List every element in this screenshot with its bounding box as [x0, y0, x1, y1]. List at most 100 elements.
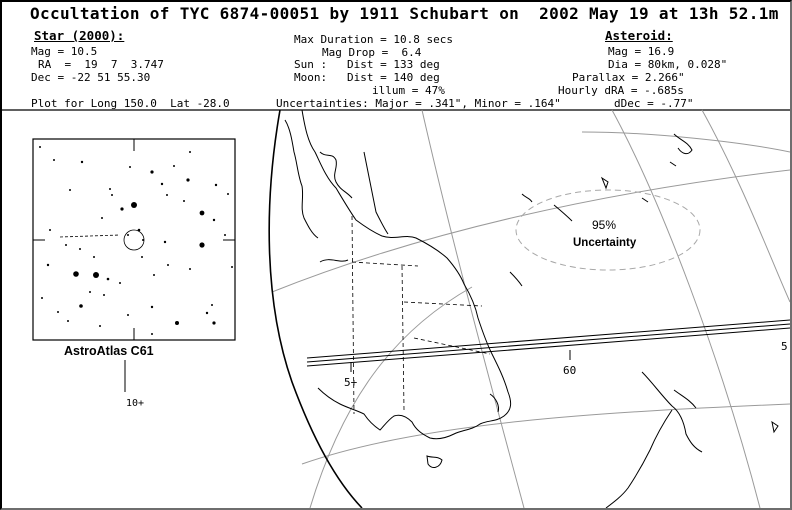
star-dot	[131, 202, 137, 208]
fiji-islands	[673, 133, 693, 155]
coastline	[319, 151, 353, 199]
star-dot	[73, 271, 79, 277]
star-dot	[212, 218, 216, 222]
star-dot	[189, 151, 191, 153]
star-dot	[214, 183, 218, 187]
star-dot	[129, 166, 131, 168]
star-dot	[160, 182, 164, 186]
graticule	[271, 109, 790, 508]
sun-distance: Sun : Dist = 133 deg	[294, 58, 440, 71]
star-dot	[80, 160, 84, 164]
earth-limb	[268, 109, 363, 508]
star-dot	[142, 239, 144, 241]
asteroid-hourly-dra: Hourly dRA = -.685s	[558, 84, 684, 97]
star-dot	[183, 200, 185, 202]
asteroid-diameter: Dia = 80km, 0.028"	[608, 58, 728, 71]
star-dot	[199, 242, 205, 248]
star-dot	[69, 189, 71, 191]
star-dot	[212, 321, 216, 325]
star-dot	[41, 297, 43, 299]
star-dot	[166, 194, 168, 196]
coastline	[509, 271, 523, 287]
star-dot	[150, 305, 154, 309]
star-dot	[93, 256, 95, 258]
state-border	[401, 265, 405, 411]
new-caledonia	[553, 204, 573, 222]
star-dot	[189, 268, 191, 270]
star-dot	[49, 229, 51, 231]
latitude-line	[271, 169, 790, 293]
star-ra: RA = 19 7 3.747	[38, 58, 164, 71]
state-border	[403, 301, 483, 307]
star-dot	[53, 159, 55, 161]
star-dot	[173, 165, 175, 167]
star-dot	[93, 272, 99, 278]
state-border	[351, 261, 419, 267]
grid-label-60: 60	[563, 364, 576, 377]
island	[600, 176, 609, 190]
longitude-line	[611, 109, 761, 508]
star-mag: Mag = 10.5	[31, 45, 98, 58]
star-dot	[150, 170, 154, 174]
shadow-path	[306, 319, 790, 367]
state-border	[351, 215, 355, 415]
island	[641, 197, 649, 203]
moon-illumination: illum = 47%	[372, 84, 445, 97]
star-chart-frame	[32, 138, 236, 341]
star-dot	[119, 282, 121, 284]
nz-south-island	[605, 409, 673, 508]
coastline	[284, 119, 319, 239]
australia-coast	[301, 109, 512, 440]
star-chart	[32, 138, 236, 341]
star-dot	[67, 320, 69, 322]
star-dot	[186, 178, 190, 182]
coastline	[673, 389, 697, 409]
island	[771, 420, 779, 434]
star-dot	[127, 234, 129, 236]
shadow-path-edge	[306, 327, 790, 367]
asteroid-header: Asteroid:	[605, 28, 673, 43]
star-dot	[211, 304, 213, 306]
coastline	[489, 393, 499, 413]
nz-north-island	[641, 371, 703, 453]
star-dot	[39, 146, 41, 148]
scale-label: 10+	[126, 398, 144, 409]
star-field	[39, 146, 233, 335]
star-dot	[103, 294, 105, 296]
star-dot	[163, 240, 167, 244]
star-dot	[109, 188, 111, 190]
longitude-line	[701, 109, 790, 303]
star-dot	[46, 263, 50, 267]
asteroid-mag: Mag = 16.9	[608, 45, 675, 58]
tasmania-coast	[426, 455, 443, 468]
star-dot	[205, 311, 209, 315]
star-dot	[120, 207, 124, 211]
star-dot	[79, 304, 83, 308]
star-dot	[167, 264, 169, 266]
star-dot	[101, 217, 103, 219]
star-dot	[65, 244, 67, 246]
star-dec: Dec = -22 51 55.30	[31, 71, 151, 84]
star-dot	[151, 333, 153, 335]
star-dot	[199, 210, 205, 216]
star-dot	[231, 266, 233, 268]
star-dot	[141, 256, 143, 258]
plot-location: Plot for Long 150.0 Lat -28.0	[31, 97, 230, 110]
ellipse-label: Uncertainty	[573, 237, 637, 249]
latitude-line	[581, 131, 790, 153]
uncertainty-ellipse	[515, 189, 701, 271]
asteroid-track	[59, 234, 121, 238]
uncertainties: Uncertainties: Major = .341", Minor = .1…	[276, 97, 561, 110]
latitude-line	[301, 403, 790, 465]
state-border	[413, 337, 491, 355]
cape-york-coast	[363, 151, 389, 235]
star-dot	[227, 193, 229, 195]
longitude-line	[421, 109, 525, 508]
ellipse-percent: 95%	[592, 218, 616, 232]
star-dot	[111, 194, 113, 196]
grid-label-5-plus: 5+	[344, 376, 358, 389]
shadow-path-center	[306, 323, 790, 363]
gulf-coast	[319, 259, 349, 263]
